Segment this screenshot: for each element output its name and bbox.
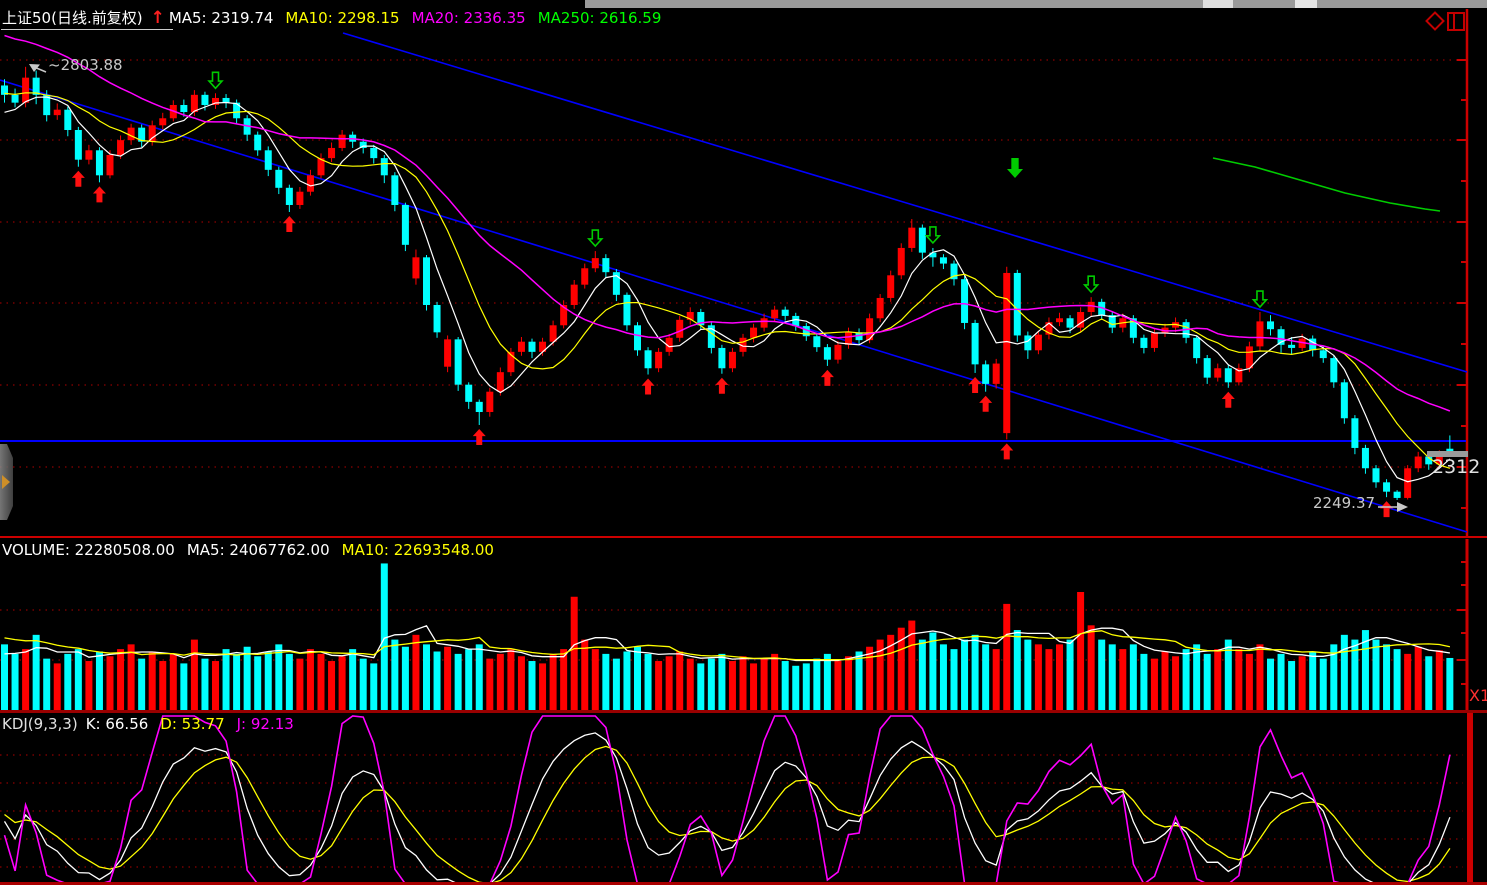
sidebar-expand-handle[interactable] xyxy=(0,444,13,520)
kdj-k-value: K: 66.56 xyxy=(85,715,149,733)
panel-divider-2 xyxy=(0,710,1487,713)
kdj-d-value: D: 53.77 xyxy=(160,715,225,733)
volume-chart-canvas[interactable] xyxy=(0,539,1487,711)
ma250-value: MA250: 2616.59 xyxy=(537,9,662,27)
main-chart-header: 上证50(日线.前复权) ↑ MA5: 2319.74 MA10: 2298.15 MA… xyxy=(2,8,673,28)
kdj-header: KDJ(9,3,3) K: 66.56 D: 53.77 J: 92.13 xyxy=(2,714,306,734)
split-window-icon-divider xyxy=(1453,14,1455,29)
top-strip-notch xyxy=(1203,0,1233,8)
high-price-label: ~2803.88 xyxy=(48,56,123,74)
panel-divider-3 xyxy=(0,882,1487,885)
kdj-chart-canvas[interactable] xyxy=(0,713,1487,885)
title-underline xyxy=(1,29,173,30)
ma5-value: MA5: 2319.74 xyxy=(168,9,274,27)
ma20-value: MA20: 2336.35 xyxy=(411,9,526,27)
ma10-value: MA10: 2298.15 xyxy=(285,9,400,27)
volume-value: VOLUME: 22280508.00 xyxy=(2,541,175,559)
kdj-params-label: KDJ(9,3,3) xyxy=(2,715,78,733)
top-strip-gray xyxy=(585,0,1487,8)
panel-divider-1 xyxy=(0,536,1487,538)
signal-up-arrow-icon: ↑ xyxy=(150,8,165,28)
top-strip-notch-2 xyxy=(1295,0,1317,8)
panel-corner-label: X1 xyxy=(1469,686,1487,705)
expand-arrow-icon xyxy=(2,475,10,489)
last-price-tag: 2312 xyxy=(1432,456,1481,478)
low-price-label: 2249.37 xyxy=(1313,494,1376,512)
kdj-j-value: J: 92.13 xyxy=(236,715,294,733)
volume-ma5-value: MA5: 24067762.00 xyxy=(186,541,330,559)
volume-header: VOLUME: 22280508.00 MA5: 24067762.00 MA10:… xyxy=(2,540,506,560)
volume-ma10-value: MA10: 22693548.00 xyxy=(341,541,494,559)
price-chart-canvas[interactable] xyxy=(0,0,1487,539)
symbol-title: 上证50(日线.前复权) xyxy=(2,9,143,27)
split-window-icon[interactable] xyxy=(1447,12,1465,31)
